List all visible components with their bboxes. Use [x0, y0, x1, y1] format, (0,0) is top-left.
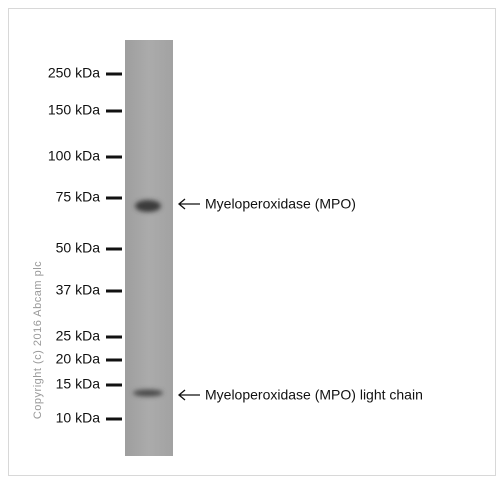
- marker-label: 250 kDa: [48, 65, 100, 81]
- band: [133, 390, 163, 397]
- marker-label: 10 kDa: [56, 410, 101, 426]
- marker-label: 50 kDa: [56, 240, 101, 256]
- figure: 250 kDa 150 kDa 100 kDa 75 kDa 50 kDa 37 kDa 2…: [0, 0, 504, 484]
- marker-label: 37 kDa: [56, 282, 101, 298]
- copyright: Copyright (c) 2016 Abcam plc: [32, 261, 44, 419]
- marker-label: 100 kDa: [48, 148, 100, 164]
- band: [135, 200, 161, 212]
- marker-label: 75 kDa: [56, 189, 101, 205]
- band-label: Myeloperoxidase (MPO) light chain: [205, 387, 423, 403]
- marker-label: 20 kDa: [56, 351, 101, 367]
- marker-label: 15 kDa: [56, 376, 101, 392]
- marker-label: 25 kDa: [56, 328, 101, 344]
- marker-label: 150 kDa: [48, 102, 100, 118]
- band-label: Myeloperoxidase (MPO): [205, 196, 356, 212]
